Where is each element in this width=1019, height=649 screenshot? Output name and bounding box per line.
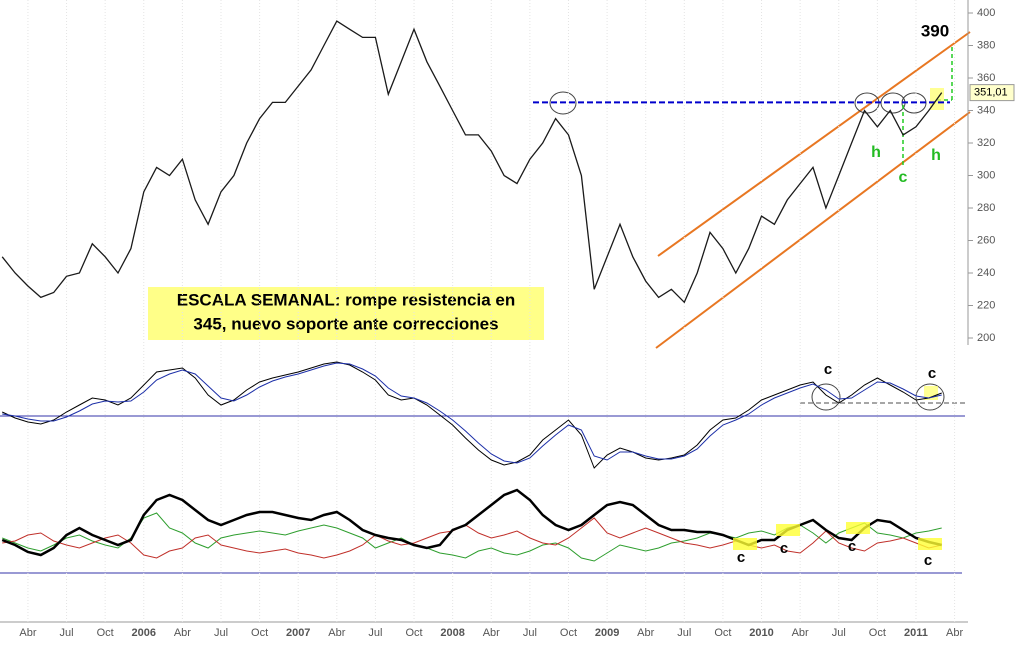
- y-tick-label: 300: [977, 169, 995, 181]
- y-tick-label: 280: [977, 202, 995, 214]
- series-line: [1, 20, 943, 304]
- highlight: [846, 522, 870, 534]
- series-line: [1, 361, 942, 469]
- x-tick-label: 2009: [595, 627, 619, 639]
- annotation: c: [899, 169, 908, 186]
- x-tick-label: Oct: [869, 627, 886, 639]
- x-tick-label: Oct: [560, 627, 577, 639]
- price-tag: [969, 84, 1015, 102]
- annotation: c: [780, 540, 788, 557]
- y-tick-label: 200: [977, 332, 995, 344]
- x-tick-label: 2008: [440, 627, 464, 639]
- y-tick-label: 400: [977, 7, 995, 19]
- box-text: 345, nuevo soporte ante correcciones: [193, 314, 498, 333]
- annotation: h: [871, 144, 881, 161]
- annotation: c: [924, 552, 932, 569]
- x-tick-label: Abr: [19, 627, 36, 639]
- circle: [549, 91, 577, 115]
- annotation: c: [848, 538, 856, 555]
- annotation: c: [737, 549, 745, 566]
- x-tick-label: Jul: [214, 627, 228, 639]
- channel: [655, 31, 971, 349]
- highlight: [918, 538, 942, 550]
- x-tick-label: Jul: [677, 627, 691, 639]
- box-text: ESCALA SEMANAL: rompe resistencia en: [177, 290, 516, 309]
- channel-lower: [655, 111, 971, 349]
- x-tick-label: 2010: [749, 627, 773, 639]
- highlight: [776, 524, 800, 536]
- x-tick-label: Abr: [946, 627, 963, 639]
- x-tick-label: Abr: [637, 627, 654, 639]
- y-tick-label: 220: [977, 299, 995, 311]
- x-tick-label: Jul: [832, 627, 846, 639]
- y-tick-label: 320: [977, 137, 995, 149]
- text-box: [148, 287, 544, 340]
- x-tick-label: Jul: [523, 627, 537, 639]
- x-tick-label: Oct: [714, 627, 731, 639]
- channel-upper: [657, 31, 971, 257]
- x-tick-label: 2006: [132, 627, 156, 639]
- y-tick-label: 240: [977, 267, 995, 279]
- y-tick-label: 380: [977, 39, 995, 51]
- annotation: c: [928, 365, 936, 382]
- circles: [549, 91, 945, 411]
- highlight: [733, 538, 757, 550]
- circle: [811, 383, 841, 411]
- x-tick-label: Abr: [328, 627, 345, 639]
- x-tick-label: Oct: [405, 627, 422, 639]
- x-tick-label: Abr: [174, 627, 191, 639]
- series-line: [2, 517, 942, 559]
- price-tag-label: 351,01: [974, 87, 1008, 99]
- x-tick-label: Oct: [97, 627, 114, 639]
- x-tick-label: 2011: [904, 627, 928, 639]
- annotation: h: [931, 147, 941, 164]
- annotation: c: [824, 361, 832, 378]
- x-tick-label: Jul: [60, 627, 74, 639]
- y-tick-label: 260: [977, 234, 995, 246]
- x-tick-label: Oct: [251, 627, 268, 639]
- x-tick-label: Jul: [368, 627, 382, 639]
- x-tick-label: Abr: [483, 627, 500, 639]
- y-tick-label: 360: [977, 72, 995, 84]
- y-tick-label: 340: [977, 104, 995, 116]
- x-tick-label: 2007: [286, 627, 310, 639]
- series-line: [2, 362, 942, 464]
- annotation: 390: [921, 21, 949, 40]
- x-tick-label: Abr: [792, 627, 809, 639]
